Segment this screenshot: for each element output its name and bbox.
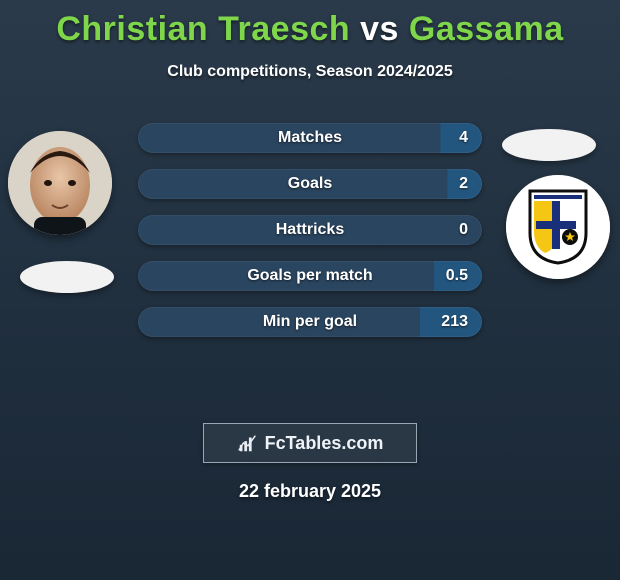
subtitle: Club competitions, Season 2024/2025	[0, 63, 620, 81]
source-badge: FcTables.com	[203, 423, 417, 463]
stat-value-right: 0.5	[446, 267, 468, 285]
stat-value-right: 4	[459, 129, 468, 147]
stat-label: Hattricks	[276, 221, 344, 239]
stat-bar: Matches 4	[138, 123, 482, 153]
crest-shield	[528, 189, 588, 265]
comparison-stage: Matches 4 Goals 2 Hattricks 0 Goals per match 0…	[0, 109, 620, 409]
stat-label: Goals	[288, 175, 332, 193]
player2-flag	[502, 129, 596, 161]
stat-bar: Goals per match 0.5	[138, 261, 482, 291]
stat-value-right: 213	[441, 313, 468, 331]
player2-name: Gassama	[409, 10, 564, 48]
stat-value-right: 0	[459, 221, 468, 239]
player1-flag	[20, 261, 114, 293]
stat-bar: Min per goal 213	[138, 307, 482, 337]
player1-avatar	[8, 131, 112, 235]
player2-club-crest	[506, 175, 610, 279]
page-title: Christian Traesch vs Gassama	[0, 0, 620, 49]
player1-face-placeholder	[8, 131, 112, 235]
stat-bars: Matches 4 Goals 2 Hattricks 0 Goals per match 0…	[138, 123, 482, 353]
stat-value-right: 2	[459, 175, 468, 193]
stat-bar: Goals 2	[138, 169, 482, 199]
stat-bar: Hattricks 0	[138, 215, 482, 245]
stat-label: Goals per match	[247, 267, 372, 285]
snapshot-date: 22 february 2025	[0, 481, 620, 502]
stat-label: Matches	[278, 129, 342, 147]
chart-bars-icon	[237, 432, 259, 454]
player1-name: Christian Traesch	[56, 10, 350, 48]
stat-label: Min per goal	[263, 313, 357, 331]
source-text: FcTables.com	[265, 433, 384, 454]
vs-text: vs	[360, 10, 399, 48]
player2-avatar	[506, 175, 610, 279]
